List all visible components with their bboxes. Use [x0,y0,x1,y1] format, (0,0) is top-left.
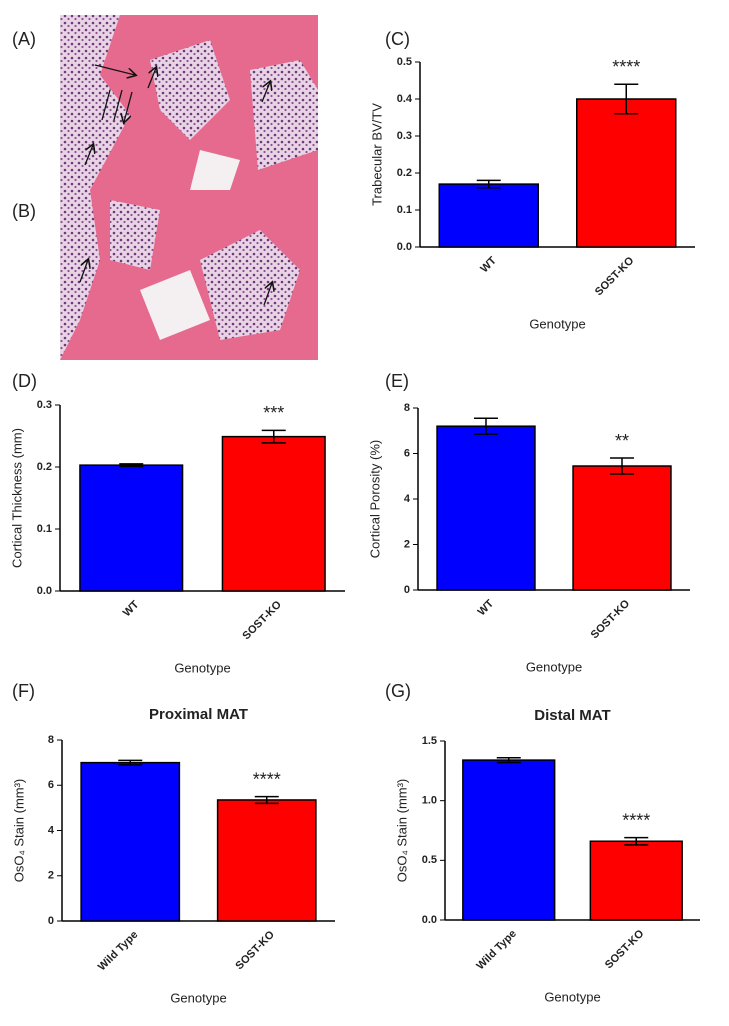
x-axis-label: Genotype [526,659,582,674]
y-tick-label: 0.1 [37,523,52,535]
error-bar [118,759,143,766]
error-bar [624,836,649,846]
significance: ** [615,431,629,451]
y-tick-label: 4 [404,493,411,505]
y-axis-label: Cortical Porosity (%) [367,440,382,558]
histology-a [60,15,318,190]
y-tick-label: 6 [404,447,410,459]
chart-title: Proximal MAT [149,706,248,723]
bar [436,425,536,591]
y-tick-label: 0.2 [397,167,412,179]
error-bar [496,756,521,764]
error-bar [254,795,279,805]
bar [576,98,677,248]
y-tick-label: 0.5 [397,56,412,68]
y-tick-label: 8 [404,402,410,414]
x-tick-label: WT [476,597,497,618]
y-tick-label: 0.4 [397,93,413,105]
y-tick-label: 2 [404,538,410,550]
x-tick-label: WT [121,598,142,619]
error-bar [614,83,639,115]
y-axis-label: Trabecular BV/TV [369,103,384,206]
x-axis-label: Genotype [544,989,600,1004]
x-tick-label: SOST-KO [593,254,637,298]
y-tick-label: 4 [48,824,55,836]
y-tick-label: 8 [48,734,54,746]
y-axis-label: Cortical Thickness (mm) [9,428,24,568]
error-bar [476,179,501,189]
x-tick-label: Wild Type [474,928,519,973]
x-tick-label: SOST-KO [603,927,647,971]
panel-label: (B) [12,201,36,221]
panel-label: (F) [12,681,35,701]
y-tick-label: 0 [48,915,54,927]
panel-label: (E) [385,371,409,391]
bar [438,183,539,248]
y-tick-label: 0.2 [37,461,52,473]
error-bar [119,463,144,468]
y-tick-label: 0.3 [37,399,52,411]
y-tick-label: 1.0 [422,795,437,807]
bar [572,465,672,591]
error-bar [474,417,498,435]
x-axis-label: Genotype [529,316,585,331]
y-tick-label: 0.5 [422,854,437,866]
bar [221,435,326,592]
y-tick-label: 0.0 [397,241,412,253]
y-tick-label: 0.0 [422,914,437,926]
panel-label: (A) [12,29,36,49]
x-tick-label: SOST-KO [240,598,284,642]
y-tick-label: 0.3 [397,130,412,142]
x-axis-label: Genotype [170,990,226,1005]
bar [79,464,184,592]
x-tick-label: Wild Type [96,929,141,974]
error-bar [610,457,634,475]
histology-b [60,190,318,360]
x-tick-label: SOST-KO [233,928,277,972]
bar [462,759,556,921]
x-tick-label: SOST-KO [589,597,633,641]
y-tick-label: 0.1 [397,204,412,216]
y-tick-label: 0.0 [37,585,52,597]
y-tick-label: 0 [404,584,410,596]
bar [80,761,181,922]
y-tick-label: 1.5 [422,735,437,747]
significance: **** [253,769,281,789]
y-axis-label: OsO₄ Stain (mm³) [394,779,409,883]
panel-label: (D) [12,371,37,391]
bar [589,840,683,921]
y-axis-label: OsO₄ Stain (mm³) [11,779,26,883]
significance: *** [263,403,284,423]
x-axis-label: Genotype [174,660,230,675]
x-tick-label: WT [478,254,499,275]
y-tick-label: 2 [48,870,54,882]
error-bar [261,429,286,444]
chart-title: Distal MAT [534,707,610,724]
y-tick-label: 6 [48,779,54,791]
panel-label: (C) [385,29,410,49]
bar [216,799,317,922]
panel-label: (G) [385,681,411,701]
significance: **** [622,810,650,830]
significance: **** [612,57,640,77]
